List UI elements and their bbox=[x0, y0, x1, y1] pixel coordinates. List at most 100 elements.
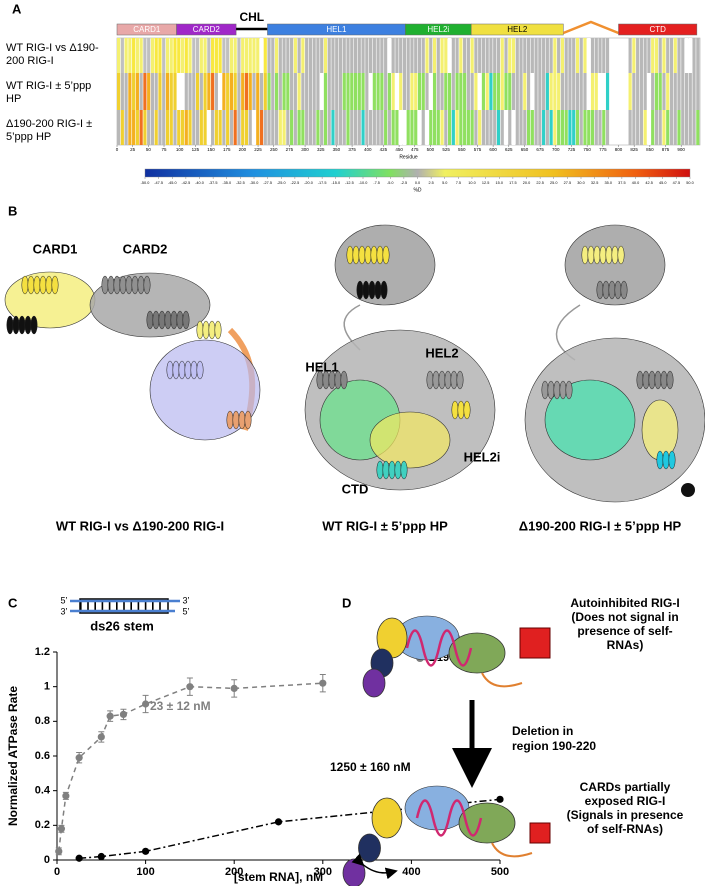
heatmap-cell bbox=[429, 110, 433, 145]
linker bbox=[562, 20, 619, 35]
x-tick-label: 50 bbox=[146, 147, 152, 152]
heatmap-cell bbox=[282, 38, 286, 73]
linker bbox=[481, 672, 523, 688]
data-point bbox=[186, 683, 194, 691]
heatmap-cell bbox=[342, 110, 346, 145]
heatmap-cell bbox=[147, 110, 151, 145]
heatmap-cell bbox=[188, 38, 192, 73]
heatmap-cell bbox=[271, 73, 275, 110]
heatmap-cell bbox=[696, 38, 700, 73]
heatmap-cell bbox=[425, 73, 429, 110]
heatmap-cell bbox=[154, 110, 158, 145]
domain-label: CARD1 bbox=[33, 241, 78, 256]
x-tick-label: 125 bbox=[192, 147, 200, 152]
heatmap-cell bbox=[402, 110, 407, 145]
card-yellow bbox=[371, 797, 403, 839]
row-label: WT RIG-I ± 5’ppp HP bbox=[6, 80, 92, 105]
heatmap-cell bbox=[669, 38, 674, 73]
heatmap-cell bbox=[511, 38, 516, 73]
heatmap-cell bbox=[139, 110, 143, 145]
heatmap-cell bbox=[440, 110, 444, 145]
domain-label: HEL2 bbox=[507, 25, 528, 34]
data-point bbox=[75, 754, 83, 762]
heatmap-cell bbox=[436, 38, 440, 73]
x-tick-label: 350 bbox=[333, 147, 341, 152]
heatmap-cell bbox=[684, 38, 689, 73]
heatmap-cell bbox=[628, 73, 632, 110]
colorbar-tick-label: 37.5 bbox=[618, 181, 625, 185]
heatmap-cell bbox=[463, 110, 467, 145]
x-tick-label: 400 bbox=[402, 866, 420, 878]
heatmap-cell bbox=[335, 38, 339, 73]
heatmap-cell bbox=[143, 38, 147, 73]
heatmap-cell bbox=[647, 73, 651, 110]
heatmap-cell bbox=[180, 38, 185, 73]
colorbar-tick-label: 25.0 bbox=[550, 181, 557, 185]
heatmap-cell bbox=[549, 38, 553, 73]
heatmap-cell bbox=[147, 73, 151, 110]
colorbar-tick-label: 2.5 bbox=[428, 181, 433, 185]
colorbar-tick-label: 15.0 bbox=[496, 181, 503, 185]
heatmap-cell bbox=[256, 38, 260, 73]
helix bbox=[370, 245, 378, 265]
heatmap-cell bbox=[399, 38, 403, 73]
helix bbox=[182, 310, 190, 330]
colorbar-tick-label: -40.0 bbox=[195, 181, 204, 185]
x-tick-label: 575 bbox=[474, 147, 482, 152]
base-pair bbox=[116, 600, 118, 612]
heatmap-cell bbox=[214, 73, 218, 110]
heatmap-cell bbox=[395, 73, 399, 110]
heatmap-cell bbox=[410, 73, 414, 110]
base-pair bbox=[123, 600, 125, 612]
heatmap-cell bbox=[233, 38, 237, 73]
colorbar-tick-label: -45.0 bbox=[168, 181, 177, 185]
heatmap-cell bbox=[184, 38, 188, 73]
helix bbox=[547, 380, 555, 400]
heatmap-cell bbox=[199, 38, 203, 73]
data-point bbox=[274, 818, 283, 826]
heatmap-cell bbox=[399, 73, 403, 110]
helix bbox=[380, 280, 388, 300]
heatmap-cell bbox=[466, 73, 470, 110]
x-tick-label: 25 bbox=[130, 147, 136, 152]
helix bbox=[170, 310, 178, 330]
heatmap-cell bbox=[568, 110, 572, 145]
heatmap-cell bbox=[120, 110, 124, 145]
heatmap-cell bbox=[417, 110, 422, 145]
colorbar-tick-label: -35.0 bbox=[222, 181, 231, 185]
data-point bbox=[106, 712, 114, 720]
heatmap-cell bbox=[440, 38, 444, 73]
heatmap-cell bbox=[549, 110, 553, 145]
colorbar-tick-label: -7.5 bbox=[373, 181, 380, 185]
heatmap-cell bbox=[583, 73, 587, 110]
heatmap-cell bbox=[515, 110, 519, 145]
heatmap-cell bbox=[331, 73, 335, 110]
heatmap-cell bbox=[673, 73, 677, 110]
heatmap-cell bbox=[177, 73, 181, 110]
heatmap-cell bbox=[463, 73, 467, 110]
heatmap-cell bbox=[290, 38, 294, 73]
helix bbox=[190, 360, 198, 380]
heatmap-cell bbox=[478, 110, 482, 145]
heatmap-cell bbox=[594, 110, 598, 145]
heatmap-cell bbox=[662, 110, 666, 145]
x-axis-label: [stem RNA], nM bbox=[234, 870, 323, 884]
heatmap-cell bbox=[380, 38, 384, 73]
heatmap-cell bbox=[350, 38, 354, 73]
heatmap-cell bbox=[211, 73, 215, 110]
heatmap-cell bbox=[132, 73, 136, 110]
heatmap-cell bbox=[579, 38, 583, 73]
x-tick-label: 550 bbox=[458, 147, 466, 152]
heatmap-cell bbox=[455, 38, 459, 73]
x-tick-label: 900 bbox=[677, 147, 685, 152]
heatmap-cell bbox=[587, 38, 591, 73]
heatmap-cell bbox=[195, 38, 200, 73]
y-tick-label: 0.6 bbox=[35, 750, 50, 762]
x-tick-label: 225 bbox=[254, 147, 262, 152]
heatmap-cell bbox=[669, 110, 674, 145]
helix bbox=[24, 315, 32, 335]
heatmap-cell bbox=[636, 38, 640, 73]
domain-box bbox=[176, 23, 237, 36]
heatmap-cell bbox=[684, 73, 689, 110]
heatmap-cell bbox=[338, 38, 343, 73]
